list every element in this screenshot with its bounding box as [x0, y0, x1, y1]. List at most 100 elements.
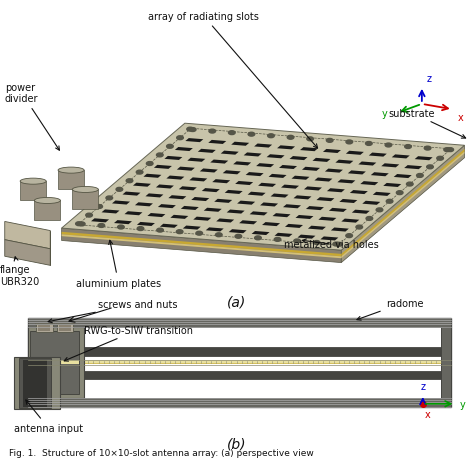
Circle shape — [417, 174, 423, 178]
Polygon shape — [133, 183, 151, 187]
Ellipse shape — [58, 168, 84, 174]
Polygon shape — [317, 198, 334, 202]
Polygon shape — [62, 229, 341, 263]
Polygon shape — [233, 162, 251, 166]
Polygon shape — [341, 152, 465, 259]
Polygon shape — [252, 231, 270, 235]
Bar — [28, 319, 451, 327]
Bar — [56, 323, 74, 325]
Polygon shape — [183, 226, 201, 230]
Polygon shape — [262, 223, 280, 227]
Text: antenna input: antenna input — [14, 400, 83, 433]
Polygon shape — [281, 185, 299, 189]
Polygon shape — [193, 217, 211, 221]
Text: x: x — [425, 409, 431, 420]
Polygon shape — [256, 164, 274, 168]
Polygon shape — [170, 215, 188, 219]
Polygon shape — [341, 146, 465, 263]
Polygon shape — [91, 219, 109, 223]
Circle shape — [216, 233, 222, 237]
Bar — [18, 358, 51, 408]
Polygon shape — [250, 212, 268, 216]
Polygon shape — [160, 224, 178, 228]
Polygon shape — [214, 199, 232, 203]
Circle shape — [156, 154, 163, 157]
Circle shape — [116, 188, 123, 192]
Circle shape — [106, 196, 113, 201]
Polygon shape — [348, 171, 366, 175]
Polygon shape — [254, 144, 272, 148]
Polygon shape — [210, 160, 228, 164]
Polygon shape — [114, 221, 132, 225]
Text: radome: radome — [357, 298, 423, 320]
Polygon shape — [135, 203, 153, 207]
Polygon shape — [200, 169, 218, 173]
Bar — [59, 325, 71, 331]
Circle shape — [126, 179, 133, 183]
Circle shape — [407, 183, 413, 186]
Polygon shape — [292, 176, 310, 180]
Polygon shape — [247, 192, 265, 196]
Circle shape — [157, 229, 164, 233]
Polygon shape — [341, 219, 359, 223]
Polygon shape — [360, 182, 378, 186]
Polygon shape — [293, 196, 311, 200]
Polygon shape — [112, 201, 130, 205]
Text: x: x — [457, 113, 463, 123]
Text: power
divider: power divider — [5, 83, 59, 151]
Polygon shape — [181, 207, 199, 211]
Polygon shape — [5, 222, 50, 249]
Circle shape — [78, 223, 85, 226]
Circle shape — [274, 238, 281, 242]
Bar — [36, 325, 53, 332]
Polygon shape — [279, 166, 297, 170]
Circle shape — [118, 226, 124, 230]
Polygon shape — [62, 124, 465, 251]
Circle shape — [166, 145, 173, 149]
Circle shape — [346, 140, 353, 145]
Polygon shape — [266, 155, 284, 159]
Polygon shape — [179, 187, 197, 191]
Polygon shape — [362, 202, 380, 205]
Polygon shape — [246, 173, 264, 177]
Polygon shape — [62, 235, 341, 259]
Polygon shape — [208, 140, 226, 145]
Polygon shape — [125, 212, 143, 216]
Polygon shape — [373, 192, 391, 196]
Polygon shape — [392, 155, 410, 159]
Polygon shape — [341, 150, 465, 257]
Polygon shape — [271, 194, 289, 198]
Polygon shape — [189, 178, 207, 182]
Polygon shape — [325, 169, 343, 174]
Bar — [38, 325, 50, 331]
Polygon shape — [204, 208, 222, 213]
Polygon shape — [147, 213, 165, 218]
Text: y: y — [382, 109, 388, 118]
Circle shape — [385, 144, 392, 148]
Circle shape — [307, 138, 313, 141]
Text: z: z — [427, 74, 432, 84]
Polygon shape — [302, 168, 320, 172]
Circle shape — [405, 146, 411, 149]
Polygon shape — [231, 142, 249, 146]
Polygon shape — [137, 223, 155, 226]
Circle shape — [327, 139, 333, 143]
Polygon shape — [34, 201, 61, 220]
Bar — [28, 319, 451, 407]
Polygon shape — [258, 184, 276, 187]
Bar — [35, 323, 54, 325]
Polygon shape — [304, 187, 322, 191]
Polygon shape — [320, 237, 338, 241]
Polygon shape — [285, 224, 303, 229]
Bar — [28, 361, 451, 364]
Circle shape — [424, 147, 431, 151]
Polygon shape — [273, 214, 291, 218]
Polygon shape — [371, 173, 389, 177]
Circle shape — [209, 130, 216, 134]
Polygon shape — [206, 228, 224, 232]
Circle shape — [235, 235, 242, 239]
Circle shape — [228, 131, 235, 135]
Text: flange
UBR320: flange UBR320 — [0, 257, 39, 286]
Circle shape — [365, 142, 372, 146]
Polygon shape — [221, 151, 239, 155]
